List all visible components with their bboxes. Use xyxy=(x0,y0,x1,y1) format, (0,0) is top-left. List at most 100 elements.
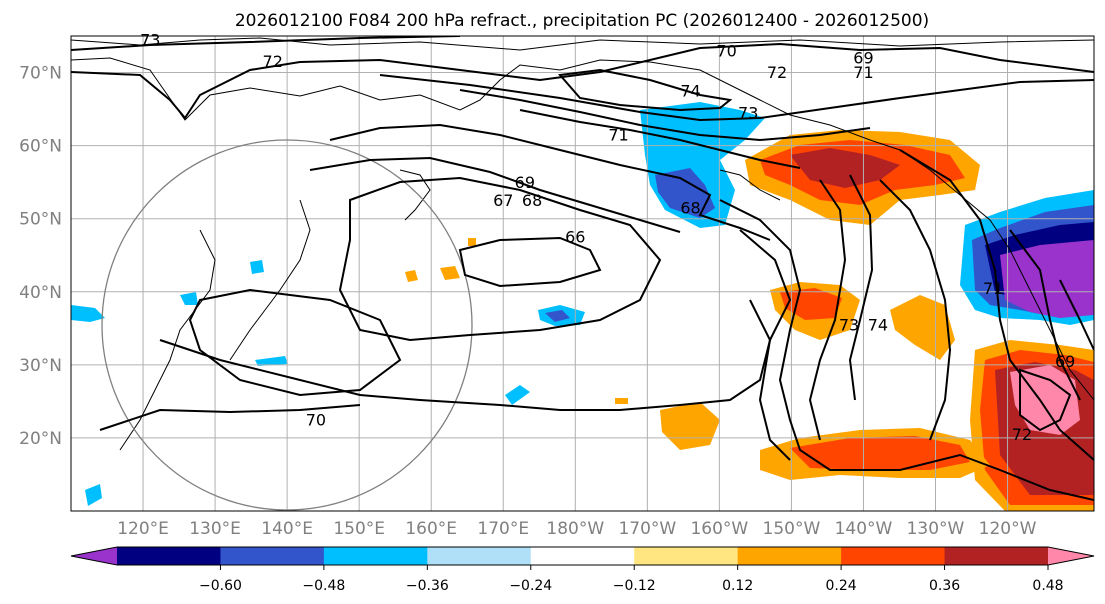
lon-tick-label: 170°W xyxy=(618,519,676,539)
colorbar-outline xyxy=(70,546,1095,566)
contour-label: 74 xyxy=(868,315,888,334)
contour-label: 72 xyxy=(263,52,283,71)
colorbar-arrow-low xyxy=(71,547,117,565)
precip-neg-small-2 xyxy=(505,385,530,405)
precip-pos-tiny-3 xyxy=(468,238,476,246)
lat-tick-label: 30°N xyxy=(19,356,62,376)
contour-line xyxy=(379,74,1094,122)
colorbar-tick-label: 0.48 xyxy=(1032,578,1063,594)
contour-line xyxy=(719,199,1094,501)
colorbar-segment xyxy=(737,547,842,565)
lon-tick-label: 170°E xyxy=(477,519,529,539)
colorbar-segment xyxy=(634,547,739,565)
contour-line xyxy=(99,404,361,431)
contour-line xyxy=(329,123,771,241)
contour-label: 73 xyxy=(839,315,859,334)
lat-tick-label: 70°N xyxy=(19,64,62,84)
lat-tick-label: 40°N xyxy=(19,283,62,303)
contour-line xyxy=(739,229,792,461)
contour-label: 73 xyxy=(140,30,160,49)
precip-neg-small-3 xyxy=(71,305,105,322)
colorbar-segment xyxy=(944,547,1049,565)
colorbar: −0.60 −0.48 −0.36 −0.24 −0.12 0.12 0.24 0.36 0.4… xyxy=(70,546,1095,594)
lon-tick-label: 140°W xyxy=(835,519,893,539)
lat-tick-label: 50°N xyxy=(19,210,62,230)
precip-neg-small-1-inner xyxy=(545,310,570,322)
precipitation-shading xyxy=(71,102,1094,511)
contour-line xyxy=(71,42,1094,120)
lat-tick-label: 60°N xyxy=(19,137,62,157)
contour-label: 71 xyxy=(983,279,1003,298)
contour-line xyxy=(519,109,801,169)
contour-line xyxy=(71,36,461,51)
colorbar-arrow-high xyxy=(1048,547,1094,565)
contour-line xyxy=(459,89,871,142)
contour-line xyxy=(879,179,952,441)
colorbar-segment xyxy=(117,547,221,565)
contour-line xyxy=(899,149,1094,461)
precip-neg-small-5 xyxy=(180,292,198,305)
colorbar-segment xyxy=(530,547,635,565)
precip-neg-bering-inner xyxy=(655,168,715,218)
lon-tick-label: 160°E xyxy=(405,519,457,539)
contour-label: 70 xyxy=(716,41,736,60)
colorbar-tick-label: −0.24 xyxy=(509,578,552,594)
lat-tick-label: 20°N xyxy=(19,429,62,449)
contour-line xyxy=(458,236,602,288)
colorbar-tick-label: −0.60 xyxy=(199,578,242,594)
contour-label: 73 xyxy=(738,103,758,122)
colorbar-tick-label: −0.36 xyxy=(406,578,449,594)
precip-neg-small-7 xyxy=(85,484,102,506)
colorbar-segment xyxy=(841,547,946,565)
colorbar-tick-label: 0.24 xyxy=(826,578,857,594)
precip-pos-gulf-core xyxy=(790,148,900,188)
lon-tick-label: 130°W xyxy=(907,519,965,539)
coastlines xyxy=(71,37,1094,451)
contour-label: 71 xyxy=(608,125,628,144)
lon-tick-label: 180°W xyxy=(546,519,604,539)
contour-label: 69 xyxy=(515,173,535,192)
lon-tick-label: 150°W xyxy=(763,519,821,539)
colorbar-tick-label: −0.48 xyxy=(302,578,345,594)
precip-neg-small-4 xyxy=(250,260,264,274)
contour-label: 70 xyxy=(306,410,326,429)
contour-label: 74 xyxy=(680,81,700,100)
contour-line xyxy=(309,156,681,233)
contour-line xyxy=(558,68,733,112)
contour-label: 69 xyxy=(1055,352,1075,371)
contour-label: 71 xyxy=(853,63,873,82)
contour-line xyxy=(848,174,874,401)
contour-line xyxy=(188,288,402,397)
colorbar-segment xyxy=(323,547,428,565)
contour-line xyxy=(1019,368,1072,432)
chart-title: 2026012100 F084 200 hPa refract., precip… xyxy=(235,11,929,31)
precip-neg-region-ne-purple xyxy=(1000,240,1094,318)
contour-label: 67 xyxy=(493,191,513,210)
colorbar-segment xyxy=(220,547,325,565)
precip-pos-tiny-2 xyxy=(440,266,460,280)
lon-tick-label: 130°E xyxy=(189,519,241,539)
contour-label: 68 xyxy=(680,198,700,217)
colorbar-tick-label: 0.12 xyxy=(722,578,753,594)
lon-tick-label: 120°E xyxy=(117,519,169,539)
contour-label: 72 xyxy=(1012,425,1032,444)
lon-tick-label: 120°W xyxy=(979,519,1037,539)
precip-neg-small-6 xyxy=(255,356,288,366)
lon-tick-label: 150°E xyxy=(333,519,385,539)
lon-tick-label: 160°W xyxy=(690,519,748,539)
colorbar-segment xyxy=(427,547,532,565)
precip-pos-tiny-4 xyxy=(615,398,628,404)
range-ring xyxy=(101,139,473,511)
colorbar-tick-label: −0.12 xyxy=(613,578,656,594)
contour-label: 66 xyxy=(565,228,585,247)
precip-pos-south-band-inner xyxy=(790,436,970,470)
precip-pos-tiny-1 xyxy=(405,270,418,282)
contour-line xyxy=(1059,279,1094,351)
contour-line xyxy=(338,176,662,342)
map-frame xyxy=(70,35,1095,512)
contour-line xyxy=(808,179,847,441)
contour-label: 72 xyxy=(767,63,787,82)
contour-label: 69 xyxy=(853,49,873,68)
latitude-labels: 70°N 60°N 50°N 40°N 30°N 20°N xyxy=(19,64,62,449)
